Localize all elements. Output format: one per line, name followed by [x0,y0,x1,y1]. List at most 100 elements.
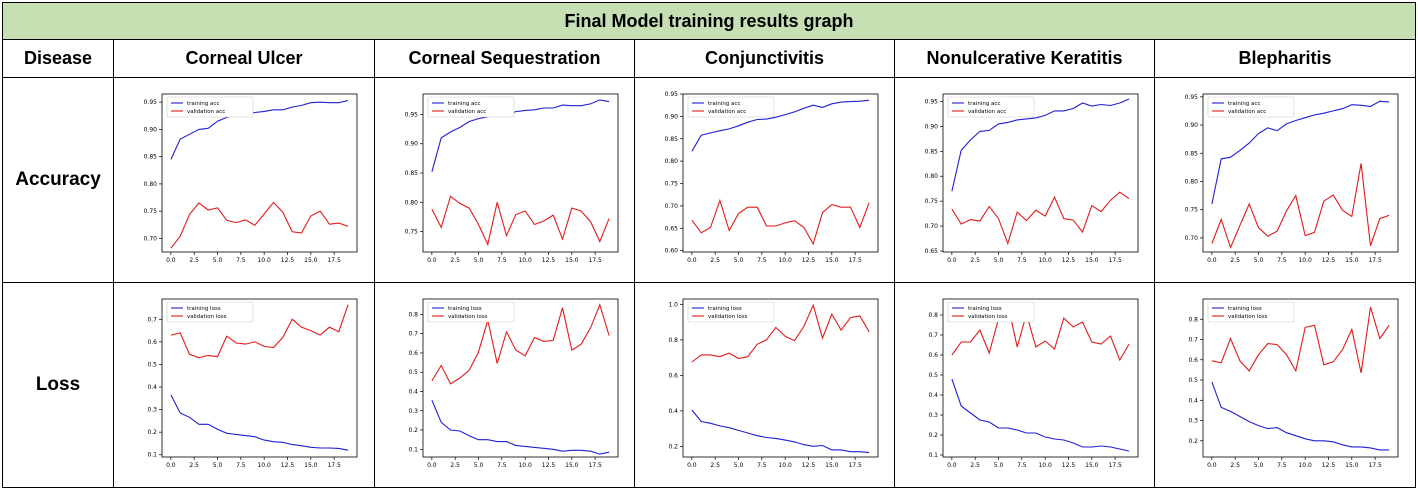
y-tick-label: 0.75 [1185,207,1199,214]
legend: training loss validation loss [947,301,1034,323]
y-tick-label: 0.80 [924,173,938,180]
x-tick-label: 17.5 [1368,462,1382,469]
loss-chart-nonulcerative-keratitis: 0.0 2.5 5.0 7.5 10.0 12.5 15.0 17.5 0.1 0.2 0.3 0.4… [928,298,1138,469]
y-tick-label: 0.5 [1188,377,1198,384]
row-label-loss: Loss [2,282,114,488]
y-tick-label: 0.80 [664,158,678,165]
x-tick-label: 15.0 [565,462,579,469]
page-title: Final Model training results graph [1,2,1417,40]
x-tick-label: 0.0 [427,257,437,264]
accuracy-chart-conjunctivitis: 0.0 2.5 5.0 7.5 10.0 12.5 15.0 17.5 0.60 0.65 0.70… [664,91,878,264]
legend-box [1207,96,1295,118]
x-tick-label: 5.0 [473,462,483,469]
y-tick-label: 0.2 [1188,438,1198,445]
training-series-line [430,399,609,455]
legend-label: validation acc [708,109,746,115]
accuracy-chart-blepharitis: 0.0 2.5 5.0 7.5 10.0 12.5 15.0 17.5 0.70 0.75 0.80… [1185,93,1399,264]
y-tick-label: 0.70 [664,203,678,210]
x-tick-label: 10.0 [1299,462,1313,469]
x-tick-label: 7.5 [757,462,767,469]
disease-header: Disease [2,39,114,78]
x-tick-label: 10.0 [518,462,532,469]
x-tick-label: 12.5 [1322,462,1336,469]
legend: training acc validation acc [427,96,514,118]
accuracy-cell: 0.0 2.5 5.0 7.5 10.0 12.5 15.0 17.5 0.70 0.75 0.80… [1153,77,1417,283]
legend-box [427,96,514,118]
x-tick-label: 5.0 [1254,257,1264,264]
y-tick-label: 0.90 [1185,122,1199,129]
legend-label: validation loss [448,314,488,320]
y-tick-label: 0.90 [924,123,938,130]
x-tick-label: 5.0 [1254,462,1264,469]
x-tick-label: 10.0 [257,257,271,264]
y-tick-label: 0.8 [1188,316,1198,323]
x-tick-label: 2.5 [189,462,199,469]
y-tick-label: 0.6 [1188,357,1198,364]
legend-box [687,301,774,323]
y-tick-label: 0.7 [1188,337,1198,344]
x-tick-label: 0.0 [427,462,437,469]
y-tick-label: 0.3 [408,408,418,415]
loss-cell: 0.0 2.5 5.0 7.5 10.0 12.5 15.0 17.5 0.2 0.3 0.4 0.5… [1153,282,1417,488]
y-tick-label: 0.75 [664,181,678,188]
y-tick-label: 0.3 [1188,418,1198,425]
x-tick-label: 10.0 [518,257,532,264]
accuracy-cell: 0.0 2.5 5.0 7.5 10.0 12.5 15.0 17.5 0.65 0.70 0.75… [894,77,1155,283]
y-tick-label: 0.2 [147,429,157,436]
legend-label: training loss [448,306,482,312]
y-tick-label: 0.90 [404,141,418,148]
validation-series-line [170,304,349,359]
y-tick-label: 0.7 [928,332,938,339]
y-tick-label: 0.4 [408,388,418,395]
validation-series-line [691,303,870,363]
legend-label: validation loss [708,314,748,320]
y-tick-label: 0.90 [664,113,678,120]
y-tick-label: 0.95 [144,99,158,106]
legend-label: training acc [1228,101,1260,107]
y-tick-label: 1.0 [668,301,678,308]
x-tick-label: 15.0 [304,257,318,264]
y-tick-label: 0.85 [924,148,938,155]
x-tick-label: 2.5 [450,462,460,469]
legend: training loss validation loss [427,301,514,323]
plot-frame [161,298,358,458]
training-series-line [950,98,1129,192]
y-tick-label: 0.6 [147,339,157,346]
x-tick-label: 12.5 [1322,257,1336,264]
validation-series-line [1211,306,1390,374]
x-tick-label: 2.5 [450,257,460,264]
y-tick-label: 0.6 [668,372,678,379]
legend: training acc validation acc [1207,96,1295,118]
y-tick-label: 0.60 [664,248,678,255]
x-tick-label: 12.5 [281,462,295,469]
x-tick-label: 7.5 [497,257,507,264]
y-tick-label: 0.70 [144,235,158,242]
x-tick-label: 0.0 [1207,257,1217,264]
x-tick-label: 5.0 [993,257,1003,264]
accuracy-chart-corneal-sequestration: 0.0 2.5 5.0 7.5 10.0 12.5 15.0 17.5 0.75 0.80 0.85… [404,93,618,264]
training-series-line [1211,100,1390,205]
y-tick-label: 0.3 [928,412,938,419]
legend: training loss validation loss [1207,301,1295,323]
legend-box [166,301,254,323]
x-tick-label: 12.5 [541,462,555,469]
x-tick-label: 0.0 [947,257,957,264]
plot-frame [682,93,878,253]
legend-label: training acc [708,101,740,107]
x-tick-label: 17.5 [588,462,602,469]
x-tick-label: 10.0 [1038,462,1052,469]
legend-label: validation loss [968,314,1008,320]
plot-frame [1202,93,1399,253]
legend-label: training acc [448,101,480,107]
y-tick-label: 0.95 [924,98,938,105]
x-tick-label: 15.0 [565,257,579,264]
x-tick-label: 12.5 [281,257,295,264]
y-tick-label: 0.8 [408,311,418,318]
x-tick-label: 5.0 [213,462,223,469]
x-tick-label: 17.5 [1108,462,1122,469]
training-series-line [430,99,609,172]
y-tick-label: 0.95 [404,111,418,118]
y-tick-label: 0.95 [1185,94,1199,101]
y-tick-label: 0.5 [147,361,157,368]
y-tick-label: 0.5 [408,369,418,376]
